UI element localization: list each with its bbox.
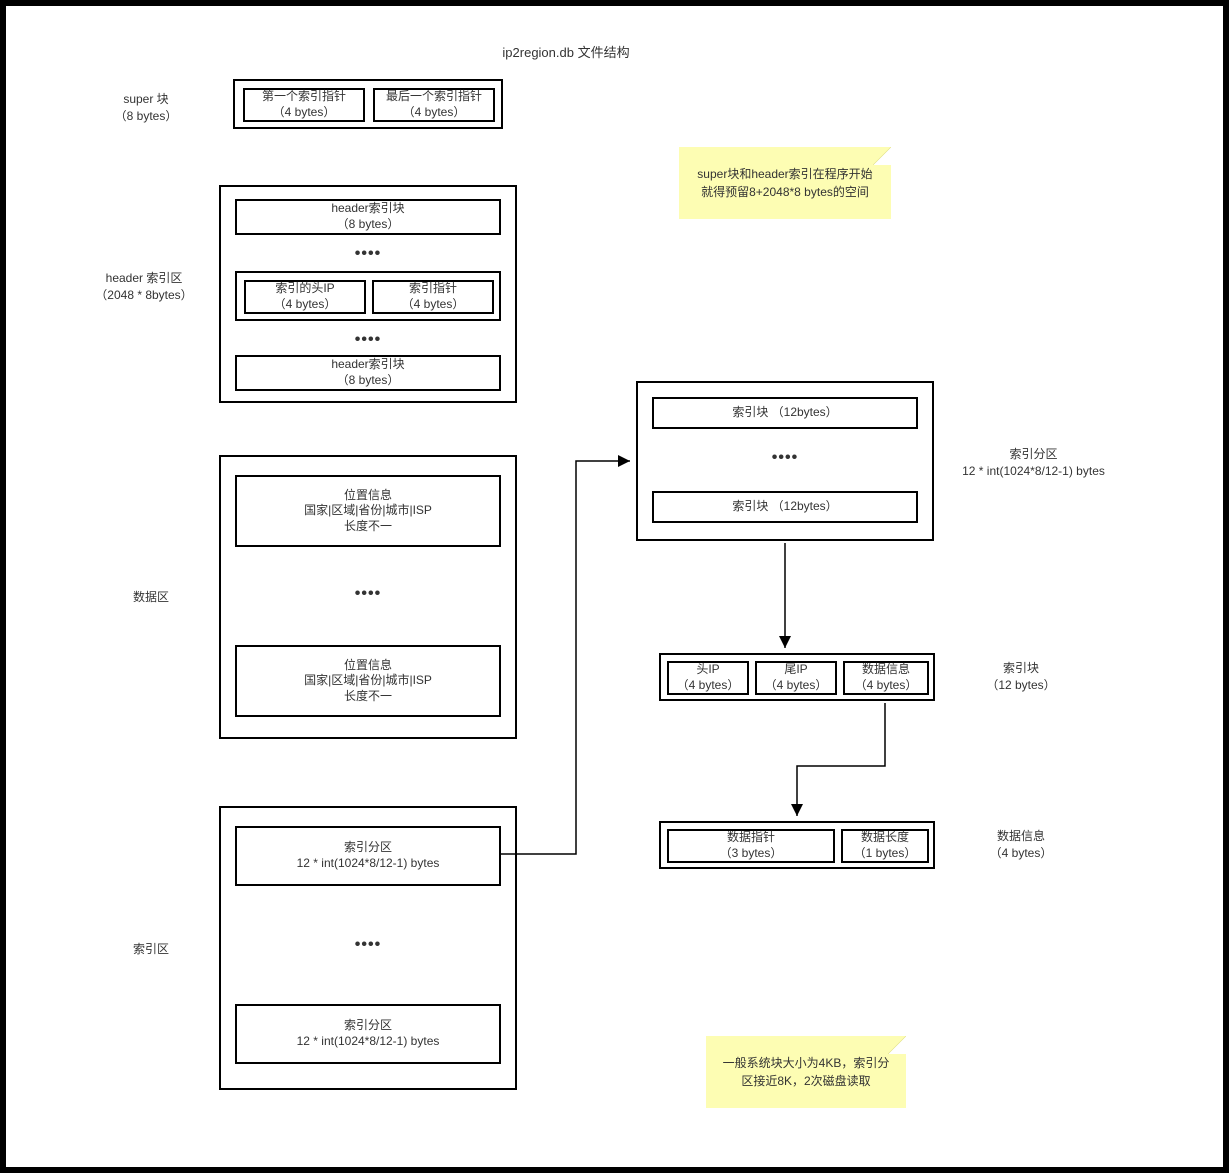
index-data-info: 数据信息 （4 bytes） (843, 661, 929, 695)
index-area-box: 索引分区 12 * int(1024*8/12-1) bytes •••• 索引… (219, 806, 517, 1090)
index-block-entry-2: 索引块 （12bytes） (652, 491, 918, 523)
index-entry-box: 头IP （4 bytes） 尾IP （4 bytes） 数据信息 （4 byte… (659, 653, 935, 701)
index-block-entry-1: 索引块 （12bytes） (652, 397, 918, 429)
dots-icon: •••• (221, 936, 515, 954)
header-mid-right: 索引指针 （4 bytes） (372, 280, 494, 314)
data-info-side-label: 数据信息 （4 bytes） (966, 828, 1076, 862)
header-area-box: header索引块 （8 bytes） •••• 索引的头IP （4 bytes… (219, 185, 517, 403)
data-area-label: 数据区 (111, 589, 191, 606)
dots-icon: •••• (221, 331, 515, 349)
header-top-block: header索引块 （8 bytes） (235, 199, 501, 235)
header-bottom-block: header索引块 （8 bytes） (235, 355, 501, 391)
index-area-label: 索引区 (111, 941, 191, 958)
note-2: 一般系统块大小为4KB，索引分 区接近8K，2次磁盘读取 (706, 1036, 906, 1108)
header-mid-block: 索引的头IP （4 bytes） 索引指针 （4 bytes） (235, 271, 501, 321)
dots-icon: •••• (221, 245, 515, 263)
data-pointer: 数据指针 （3 bytes） (667, 829, 835, 863)
diagram-title: ip2region.db 文件结构 (441, 42, 691, 61)
super-cell-2: 最后一个索引指针 （4 bytes） (373, 88, 495, 122)
super-block-box: 第一个索引指针 （4 bytes） 最后一个索引指针 （4 bytes） (233, 79, 503, 129)
index-partition-2: 索引分区 12 * int(1024*8/12-1) bytes (235, 1004, 501, 1064)
index-block-side-label: 索引块 （12 bytes） (966, 660, 1076, 694)
data-length: 数据长度 （1 bytes） (841, 829, 929, 863)
header-area-label: header 索引区 （2048 * 8bytes） (74, 270, 214, 304)
arrow-layer (6, 6, 1223, 1167)
data-info-box: 数据指针 （3 bytes） 数据长度 （1 bytes） (659, 821, 935, 869)
super-block-label: super 块 （8 bytes） (91, 91, 201, 125)
index-tail-ip: 尾IP （4 bytes） (755, 661, 837, 695)
index-partition-side-label: 索引分区 12 * int(1024*8/12-1) bytes (951, 446, 1116, 480)
data-entry-2: 位置信息 国家|区域|省份|城市|ISP 长度不一 (235, 645, 501, 717)
data-entry-1: 位置信息 国家|区域|省份|城市|ISP 长度不一 (235, 475, 501, 547)
index-head-ip: 头IP （4 bytes） (667, 661, 749, 695)
data-area-box: 位置信息 国家|区域|省份|城市|ISP 长度不一 •••• 位置信息 国家|区… (219, 455, 517, 739)
note-1: super块和header索引在程序开始 就得预留8+2048*8 bytes的… (679, 147, 891, 219)
dots-icon: •••• (638, 449, 932, 467)
diagram-canvas: ip2region.db 文件结构 super 块 （8 bytes） head… (6, 6, 1223, 1167)
index-partition-1: 索引分区 12 * int(1024*8/12-1) bytes (235, 826, 501, 886)
dots-icon: •••• (221, 585, 515, 603)
header-mid-left: 索引的头IP （4 bytes） (244, 280, 366, 314)
index-partition-box: 索引块 （12bytes） •••• 索引块 （12bytes） (636, 381, 934, 541)
super-cell-1: 第一个索引指针 （4 bytes） (243, 88, 365, 122)
